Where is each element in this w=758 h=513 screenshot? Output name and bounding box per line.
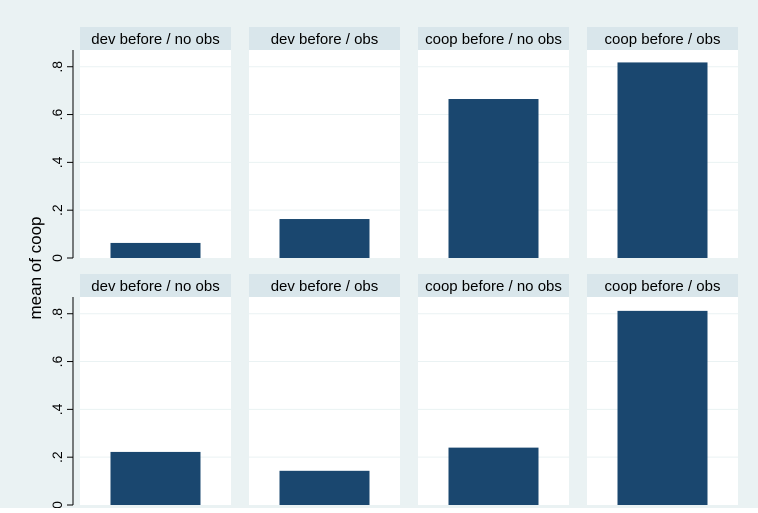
plot-area <box>80 50 231 258</box>
y-tick-label: .6 <box>49 356 65 368</box>
panel-title: coop before / obs <box>605 278 721 295</box>
panel-title: coop before / obs <box>605 31 721 48</box>
bar <box>110 242 201 258</box>
bar <box>448 447 539 505</box>
bar <box>279 470 370 505</box>
panel-header <box>249 27 400 50</box>
panels: 0 .2 .4 .6 .8 dev before / no obs dev before /… <box>49 27 738 509</box>
y-tick-label: .4 <box>49 403 65 415</box>
panel-title: dev before / obs <box>271 31 379 48</box>
panel-header <box>418 27 569 50</box>
y-tick-label: .2 <box>49 451 65 463</box>
y-tick-label: .8 <box>49 308 65 320</box>
y-tick-label: .8 <box>49 61 65 73</box>
bar <box>279 219 370 258</box>
bar <box>448 99 539 258</box>
y-tick-label: .6 <box>49 109 65 121</box>
panel-title: dev before / no obs <box>91 278 219 295</box>
panel-header <box>249 274 400 297</box>
panel-title: coop before / no obs <box>425 278 562 295</box>
y-axis-label: mean of coop <box>26 216 45 319</box>
panel-header <box>80 27 231 50</box>
panel-title: dev before / obs <box>271 278 379 295</box>
bar <box>617 62 708 258</box>
panel-title: dev before / no obs <box>91 31 219 48</box>
panel-title: coop before / no obs <box>425 31 562 48</box>
bar <box>110 451 201 505</box>
y-tick-label: 0 <box>49 501 65 508</box>
panel-header <box>418 274 569 297</box>
y-tick-label: 0 <box>49 254 65 262</box>
panel-header <box>587 27 738 50</box>
panel-header <box>80 274 231 297</box>
bar <box>617 310 708 505</box>
plot-area <box>249 297 400 505</box>
y-tick-label: .4 <box>49 156 65 168</box>
y-tick-label: .2 <box>49 204 65 216</box>
panel-header <box>587 274 738 297</box>
